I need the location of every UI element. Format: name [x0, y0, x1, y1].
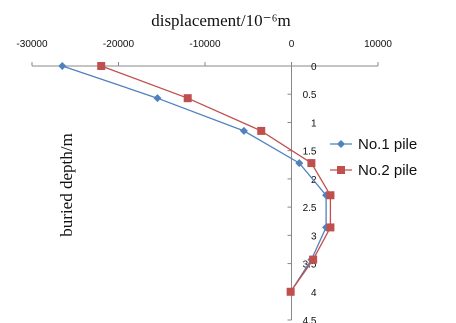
y-tick-label: 0.5 — [303, 90, 317, 101]
data-point-no-2-pile — [326, 191, 335, 200]
legend-item-no-1-pile: No.1 pile — [330, 136, 417, 153]
x-tick-labels: -30000 -20000 -10000 0 10000 — [16, 39, 392, 66]
y-tick-label: 4.5 — [303, 316, 317, 323]
x-tick-label: 10000 — [364, 39, 392, 50]
series-line-no-2-pile — [100, 65, 332, 293]
data-point-no-2-pile — [257, 126, 266, 135]
data-point-no-2-pile — [307, 159, 316, 168]
data-point-no-1-pile — [295, 159, 304, 168]
legend-marker — [337, 166, 345, 174]
legend-label: No.1 pile — [358, 136, 417, 153]
y-tick-label: 0 — [311, 62, 317, 73]
y-tick-label: 4 — [311, 288, 317, 299]
y-tick-label: 2.5 — [303, 203, 317, 214]
x-tick-label: -20000 — [103, 39, 135, 50]
data-point-no-1-pile — [58, 62, 67, 70]
series-line-no-1-pile — [62, 65, 327, 293]
series-no-2-pile — [97, 62, 335, 296]
y-tick-label: 3 — [311, 231, 317, 242]
x-axis-title: displacement/10⁻⁶m — [151, 11, 291, 30]
legend-marker — [337, 140, 345, 148]
legend-item-no-2-pile: No.2 pile — [330, 162, 417, 179]
data-point-no-1-pile — [153, 94, 162, 103]
x-tick-label: -10000 — [189, 39, 221, 50]
x-tick-label: 0 — [289, 39, 295, 50]
legend-label: No.2 pile — [358, 162, 417, 179]
data-point-no-2-pile — [97, 62, 106, 70]
y-tick-label: 1.5 — [303, 147, 317, 158]
y-axis-title: buried depth/m — [57, 133, 76, 236]
legend: No.1 pile No.2 pile — [330, 136, 417, 179]
data-point-no-2-pile — [326, 223, 335, 232]
data-point-no-1-pile — [239, 126, 248, 135]
plot-series — [58, 62, 335, 296]
data-point-no-2-pile — [183, 94, 192, 103]
x-tick-label: -30000 — [16, 39, 48, 50]
y-tick-label: 1 — [311, 118, 317, 129]
data-point-no-2-pile — [286, 287, 295, 296]
data-point-no-2-pile — [309, 255, 318, 264]
